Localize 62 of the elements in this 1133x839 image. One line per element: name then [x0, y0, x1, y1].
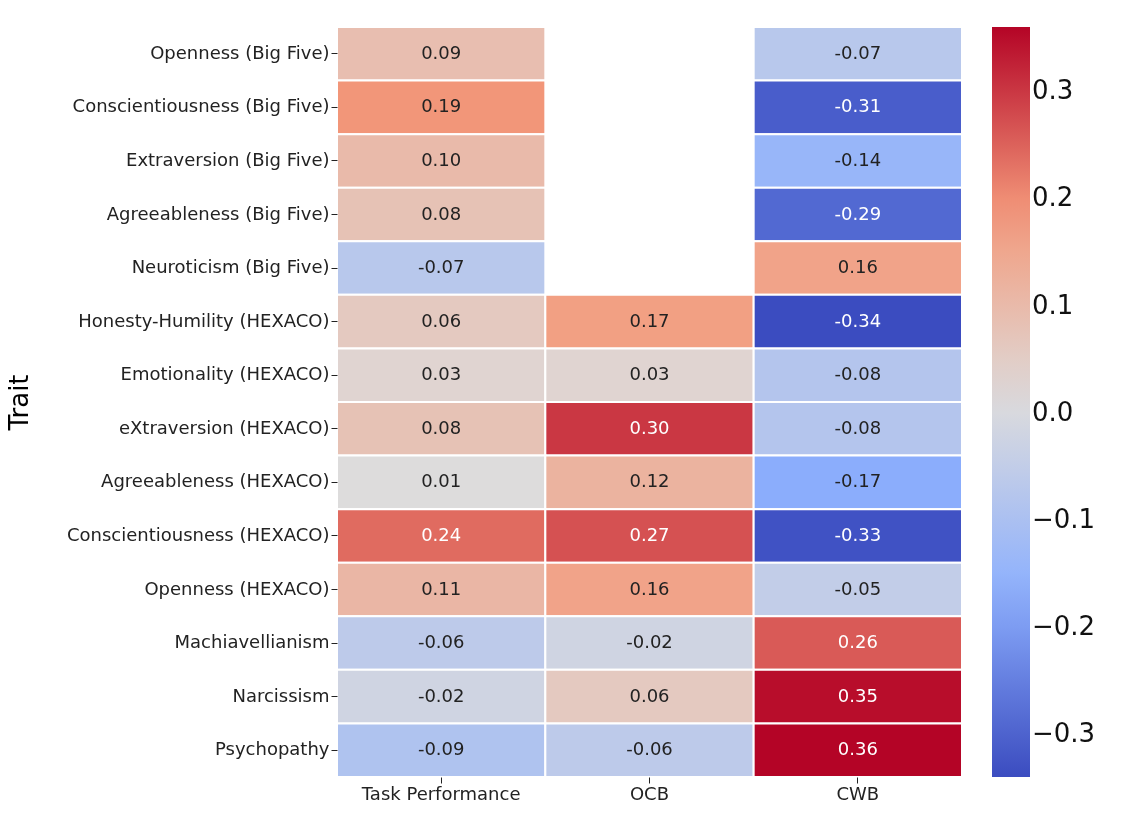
data-label: -0.09	[417, 738, 465, 760]
y-tick-label: eXtraversion (HEXACO)	[118, 416, 330, 438]
data-label: -0.02	[626, 631, 673, 653]
y-tick-label: Conscientiousness (HEXACO)	[66, 523, 330, 545]
data-label: 0.27	[629, 523, 670, 545]
data-label: 0.24	[421, 523, 462, 545]
data-label: -0.06	[417, 631, 465, 653]
data-label: 0.19	[421, 95, 462, 117]
data-label: 0.11	[421, 577, 462, 599]
data-label: 0.09	[421, 41, 462, 63]
color-bar-label: −0.2	[1032, 611, 1096, 641]
y-tick-label: Honesty-Humility (HEXACO)	[78, 309, 330, 331]
data-label: 0.03	[421, 363, 462, 385]
data-label: -0.17	[834, 470, 882, 492]
data-label: 0.08	[421, 202, 462, 224]
data-label: -0.29	[834, 202, 882, 224]
data-label: -0.06	[626, 738, 673, 760]
x-tick-label: CWB	[836, 782, 880, 804]
data-label: 0.10	[421, 148, 462, 170]
data-label: -0.08	[834, 416, 882, 438]
data-label: 0.08	[421, 416, 462, 438]
x-tick-label: Task Performance	[360, 782, 521, 804]
data-label: 0.35	[837, 684, 878, 706]
y-tick-label: Agreeableness (Big Five)	[106, 202, 330, 224]
data-label: -0.07	[834, 41, 882, 63]
y-tick-label: Psychopathy	[215, 738, 330, 760]
x-tick-label: OCB	[629, 782, 670, 804]
data-label: 0.03	[629, 363, 670, 385]
data-label: 0.06	[421, 309, 462, 331]
color-bar-label: 0.0	[1032, 396, 1074, 427]
data-label: 0.01	[421, 470, 462, 492]
data-label: 0.36	[837, 738, 878, 760]
data-label: 0.17	[629, 309, 670, 331]
data-label: -0.05	[834, 577, 882, 599]
data-label: -0.07	[417, 256, 465, 278]
data-label: 0.06	[629, 684, 670, 706]
color-bar-label: 0.2	[1032, 182, 1074, 213]
data-label: 0.30	[629, 416, 670, 438]
y-tick-label: Emotionality (HEXACO)	[120, 363, 330, 385]
y-tick-label: Conscientiousness (Big Five)	[72, 95, 330, 117]
data-label: -0.33	[834, 523, 882, 545]
y-tick-label: Narcissism	[232, 684, 330, 706]
data-label: 0.26	[837, 631, 878, 653]
data-label: -0.02	[417, 684, 465, 706]
y-tick-label: Agreeableness (HEXACO)	[101, 470, 330, 492]
data-label: 0.16	[837, 256, 878, 278]
color-bar-label: 0.3	[1032, 75, 1074, 106]
y-tick-label: Machiavellianism	[174, 631, 330, 653]
y-tick-label: Extraversion (Big Five)	[126, 148, 330, 170]
color-bar-label: −0.1	[1032, 503, 1096, 534]
y-tick-label: Openness (HEXACO)	[144, 577, 330, 599]
y-tick-label: Openness (Big Five)	[150, 41, 330, 63]
data-label: 0.12	[629, 470, 670, 492]
color-bar-label: −0.3	[1032, 718, 1096, 749]
data-label: 0.16	[629, 577, 670, 599]
data-label: -0.34	[834, 309, 882, 331]
data-label: -0.31	[834, 95, 882, 117]
data-label: -0.08	[834, 363, 882, 385]
data-label: -0.14	[834, 148, 882, 170]
y-axis-title: Trait	[3, 374, 34, 432]
y-tick-label: Neuroticism (Big Five)	[131, 256, 330, 278]
color-bar-label: 0.1	[1032, 289, 1074, 320]
